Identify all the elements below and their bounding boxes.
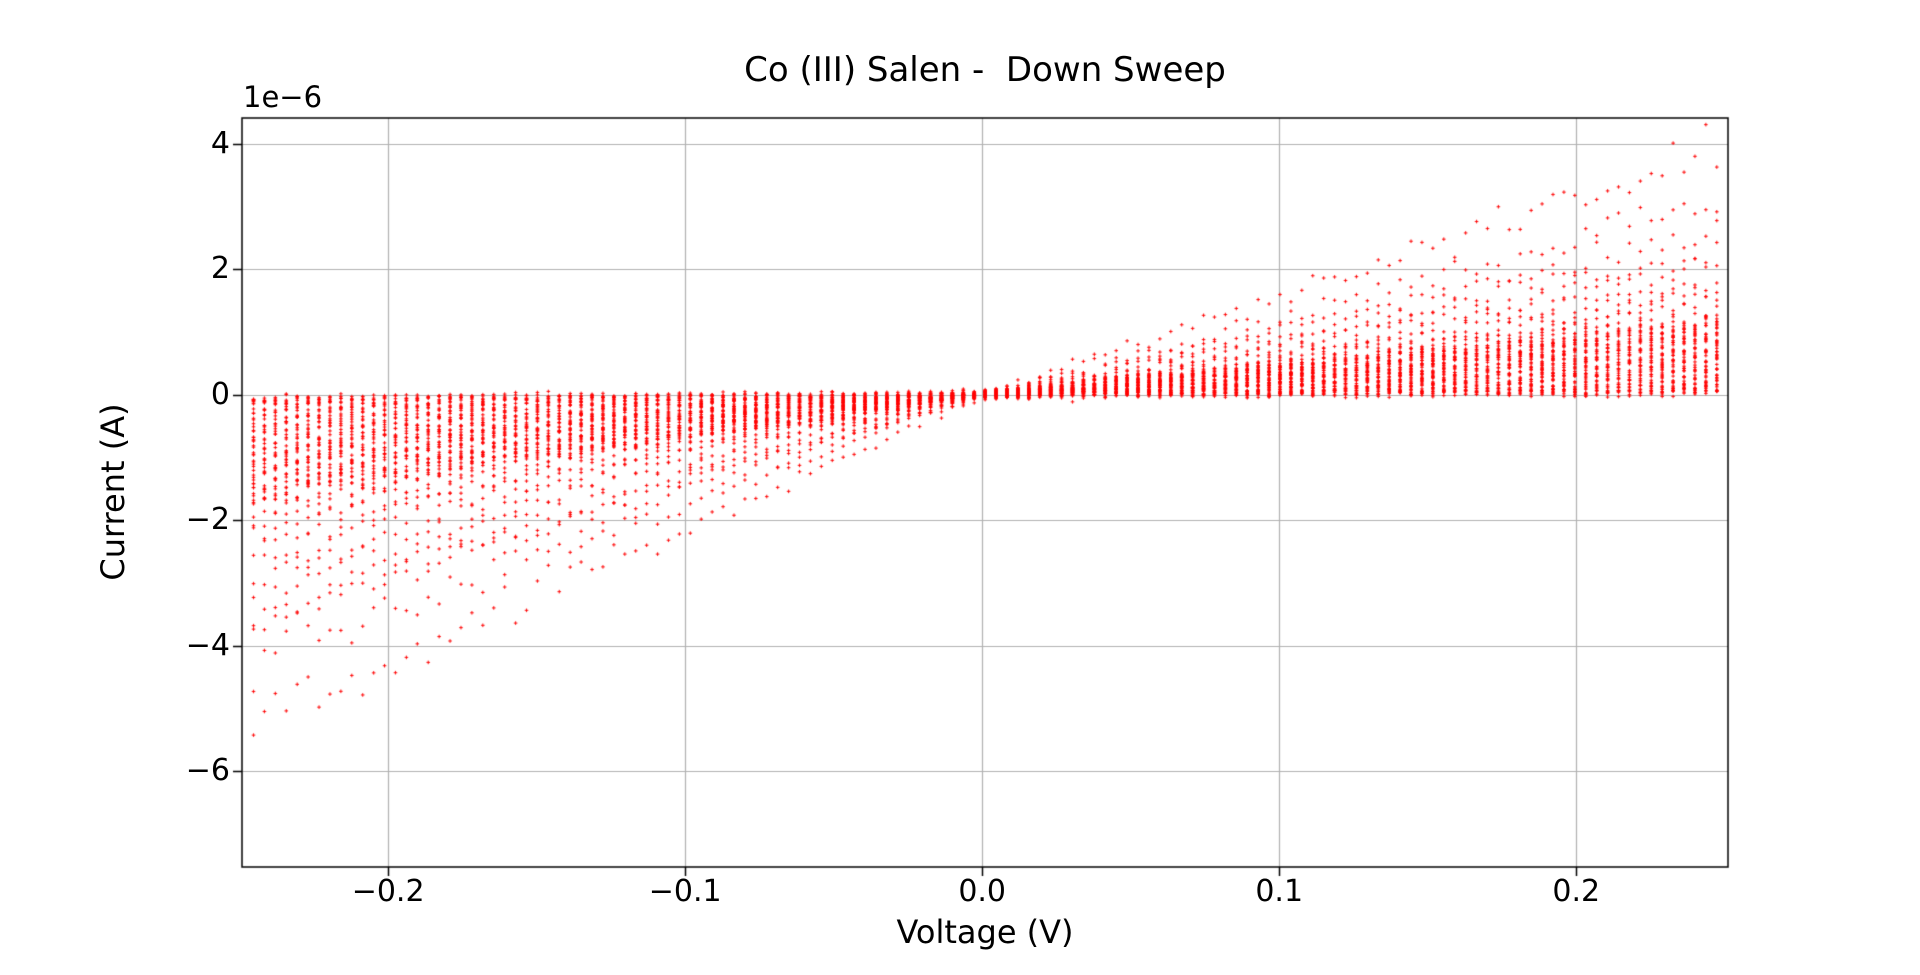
- x-tick-label: −0.2: [351, 874, 425, 909]
- x-tick-label: 0.0: [958, 874, 1007, 909]
- x-tick-label: 0.2: [1552, 874, 1601, 909]
- y-tick-label: 4: [210, 125, 230, 161]
- y-tick-label: −2: [185, 501, 230, 537]
- x-tick-label: 0.1: [1255, 874, 1304, 909]
- y-tick-label: −6: [185, 752, 230, 788]
- y-tick-label: −4: [185, 627, 230, 663]
- chart-title: Co (III) Salen - Down Sweep: [744, 50, 1226, 90]
- x-axis-label: Voltage (V): [896, 913, 1074, 951]
- y-tick-label: 2: [210, 250, 230, 286]
- y-axis-label: Current (A): [94, 403, 132, 581]
- y-tick-label: 0: [210, 376, 230, 412]
- y-axis-offset-text: 1e−6: [243, 80, 323, 114]
- x-tick-label: −0.1: [648, 874, 722, 909]
